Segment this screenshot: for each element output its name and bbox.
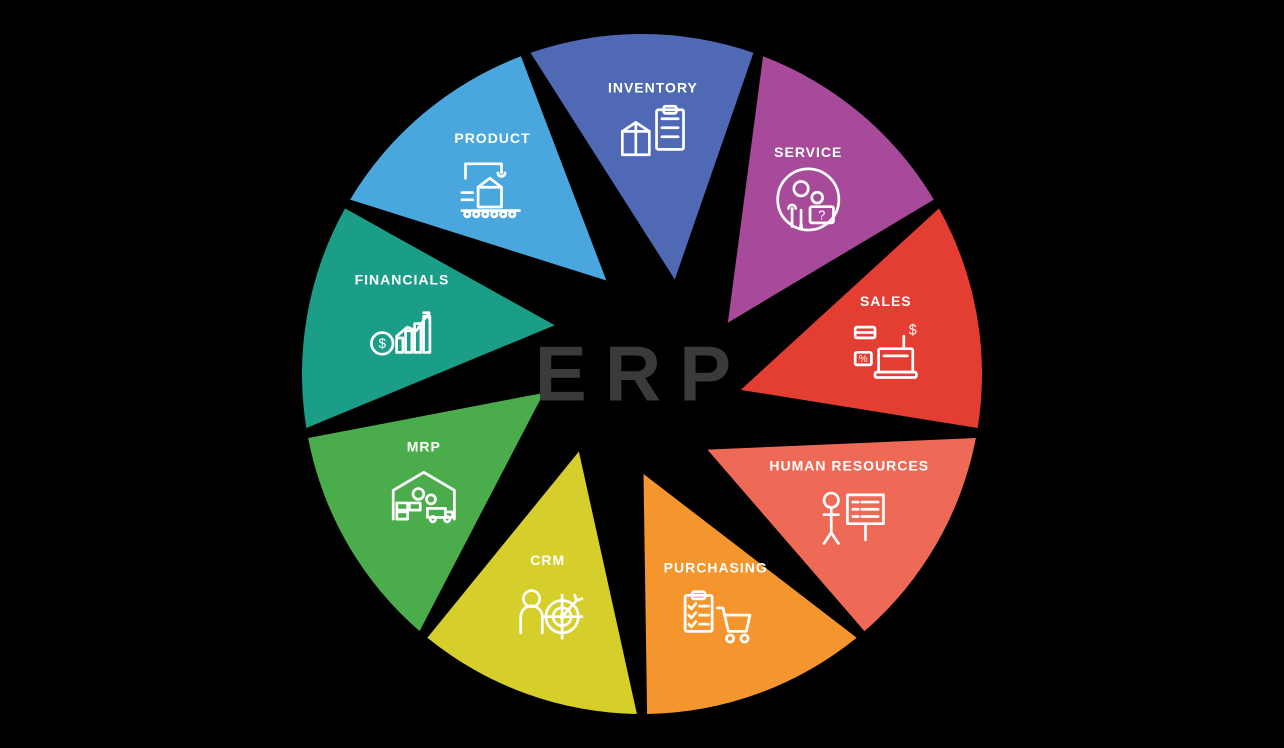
segment-label-financials: FINANCIALS bbox=[355, 272, 450, 288]
segment-label-sales: SALES bbox=[860, 293, 912, 309]
segment-label-crm: CRM bbox=[530, 552, 565, 568]
erp-infographic: INVENTORY SERVICE? SALES $% HUMAN RESOURCES P… bbox=[0, 0, 1284, 748]
segment-label-mrp: MRP bbox=[407, 438, 441, 454]
segment-label-product: PRODUCT bbox=[454, 130, 530, 146]
svg-text:?: ? bbox=[818, 208, 825, 222]
segment-label-inventory: INVENTORY bbox=[608, 79, 698, 95]
svg-text:$: $ bbox=[378, 336, 386, 351]
svg-text:%: % bbox=[859, 354, 868, 365]
center-title: ERP bbox=[535, 329, 749, 420]
segment-label-human-resources: HUMAN RESOURCES bbox=[769, 457, 929, 473]
segment-label-purchasing: PURCHASING bbox=[664, 560, 768, 576]
svg-text:$: $ bbox=[909, 322, 917, 338]
segment-label-service: SERVICE bbox=[774, 144, 842, 160]
